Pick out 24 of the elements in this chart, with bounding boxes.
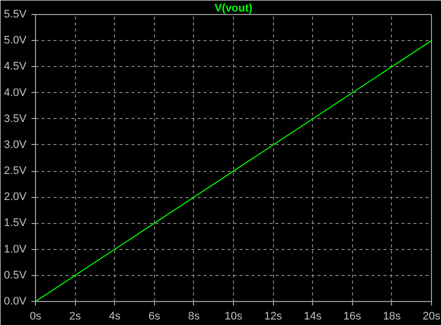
y-tick-label: 1.0V <box>4 243 28 256</box>
x-tick-label: 14s <box>304 310 322 322</box>
y-tick-label: 1.5V <box>4 217 28 230</box>
y-tick-label: 4.5V <box>4 60 28 73</box>
x-tick-label: 10s <box>224 310 243 322</box>
y-tick-label: 3.5V <box>4 112 28 125</box>
x-tick-label: 4s <box>108 310 122 322</box>
x-tick-label: 2s <box>69 310 82 322</box>
chart-title: V(vout) <box>214 2 253 14</box>
x-tick-label: 12s <box>264 310 282 322</box>
y-tick-label: 2.0V <box>4 191 28 204</box>
x-tick-label: 8s <box>188 310 200 322</box>
y-tick-label: 3.0V <box>4 138 28 151</box>
y-tick-label: 5.5V <box>4 8 28 20</box>
y-tick-label: 0.5V <box>4 269 28 282</box>
x-tick-label: 16s <box>343 310 362 322</box>
y-tick-label: 2.5V <box>4 165 28 178</box>
x-tick-label: 0s <box>30 310 42 322</box>
x-tick-label: 6s <box>148 310 161 322</box>
x-tick-label: 20s <box>422 310 441 322</box>
y-tick-label: 5.0V <box>4 34 28 47</box>
y-tick-label: 4.0V <box>4 86 28 99</box>
x-tick-label: 18s <box>383 310 402 322</box>
y-tick-label: 0.0V <box>4 296 28 308</box>
